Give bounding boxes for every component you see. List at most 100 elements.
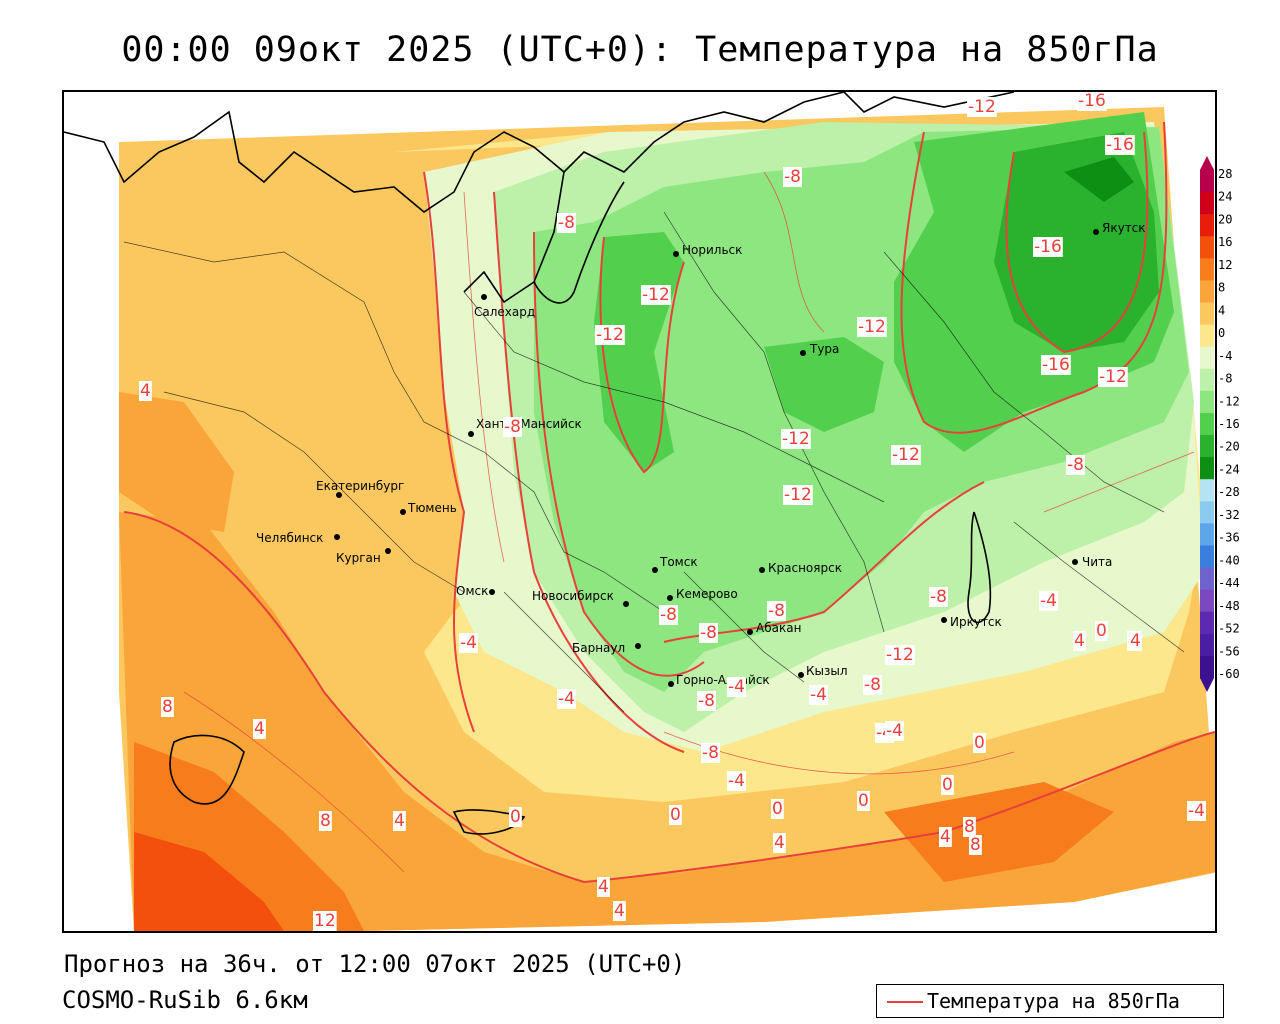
contour-label-bg	[597, 877, 610, 897]
colorbar-swatch	[1200, 192, 1214, 215]
contour-value-label: 4	[140, 381, 151, 401]
contour-label-bg	[1077, 92, 1107, 111]
contour-label-bg	[727, 677, 746, 697]
city-label-tomsk: Томск	[659, 555, 698, 569]
contour-value-label: -4	[810, 685, 827, 705]
contour-value-label: -8	[698, 691, 715, 711]
colorbar-swatch	[1200, 501, 1214, 524]
city-label-kurgan: Курган	[336, 551, 381, 565]
contour-value-label: -16	[1078, 92, 1106, 111]
contour-value-label: -16	[1034, 237, 1062, 257]
contour-value-label: 12	[314, 911, 336, 931]
contour-value-label: -4	[460, 633, 477, 653]
colorbar-swatch	[1200, 302, 1214, 326]
city-dot-yakutsk	[1093, 229, 1099, 235]
contour-value-label: -8	[784, 167, 801, 187]
contour-value-label: 0	[942, 775, 953, 795]
colorbar-swatch	[1200, 390, 1214, 414]
contour-label-bg	[891, 445, 921, 465]
contour-value-label: -8	[864, 675, 881, 695]
city-label-chelyabinsk: Челябинск	[256, 531, 323, 545]
contour-value-label: -12	[782, 429, 810, 449]
colorbar-swatch	[1200, 280, 1214, 304]
colorbar-label: 8	[1218, 281, 1225, 295]
city-label-omsk: Омск	[456, 584, 488, 598]
contour-value-label: -12	[858, 317, 886, 337]
contour-value-label: -8	[504, 417, 521, 437]
contour-label-bg	[1187, 801, 1206, 821]
contour-value-label: -4	[728, 677, 745, 697]
colorbar-label: -60	[1218, 667, 1240, 681]
contour-label-bg	[1105, 135, 1135, 155]
map-frame: Норильск Якутск Салехард Тура Ханты-Манс…	[62, 90, 1217, 933]
contour-label-bg	[557, 213, 576, 233]
contour-labels: -12 -16-16-8-8-12-12-16-12-16-12-8-12-12-…	[139, 92, 1206, 931]
contour-value-label: -8	[930, 587, 947, 607]
contour-value-label: -8	[700, 623, 717, 643]
colorbar-label: -40	[1218, 553, 1240, 567]
colorbar-bottom-arrow	[1200, 678, 1214, 692]
city-label-tura: Тура	[809, 342, 839, 356]
contour-label-bg	[727, 771, 746, 791]
contour-label-bg	[313, 911, 337, 931]
contour-label-bg	[773, 833, 786, 853]
coastlines	[64, 92, 1015, 835]
contour-label-bg	[697, 691, 716, 711]
city-dot-novosibirsk	[623, 601, 629, 607]
contour-label-bg	[783, 167, 802, 187]
contour-label-bg	[781, 429, 811, 449]
contour-value-label: 8	[320, 811, 331, 831]
contour-value-label: 4	[598, 877, 609, 897]
city-dot-salekhard	[481, 294, 487, 300]
city-dot-khanty	[468, 431, 474, 437]
contour-label-bg	[939, 827, 952, 847]
contour-label-bg	[1095, 621, 1108, 641]
forecast-info: Прогноз на 36ч. от 12:00 07окт 2025 (UTC…	[64, 950, 686, 978]
contour-value-label: 0	[510, 807, 521, 827]
colorbar-label: -32	[1218, 508, 1240, 522]
colorbar-label: 20	[1218, 212, 1232, 226]
city-label-tyumen: Тюмень	[407, 501, 457, 515]
contour-label-bg	[557, 689, 576, 709]
map-title: 00:00 09окт 2025 (UTC+0): Температура на…	[121, 30, 1159, 70]
contour-label-bg	[1098, 367, 1128, 387]
colorbar-swatch	[1200, 479, 1214, 502]
contour-label-bg	[1073, 631, 1086, 651]
city-dot-kemerovo	[667, 595, 673, 601]
city-label-gorno: Горно-Алтайск	[676, 673, 770, 687]
contour-label-bg	[139, 381, 152, 401]
contour-label-bg	[863, 675, 882, 695]
colorbar-swatch	[1200, 611, 1214, 635]
colorbar-label: 0	[1218, 326, 1225, 340]
colorbar-label: 24	[1218, 190, 1232, 204]
colorbar-swatch	[1200, 655, 1214, 679]
colorbar-label: -48	[1218, 599, 1240, 613]
temperature-colorbar: 28 24 20 16 12 8 4 0 -4 -8 -12 -16 -20 -24 -28 -32 -36 -4…	[1200, 156, 1240, 692]
contour-label-bg	[1041, 355, 1071, 375]
contour-value-label: 0	[670, 805, 681, 825]
contour-value-label: 0	[1096, 621, 1107, 641]
colorbar-label: -52	[1218, 622, 1240, 636]
contour-value-label: -8	[558, 213, 575, 233]
colorbar-label: -16	[1218, 417, 1240, 431]
city-dot-irkutsk	[941, 617, 947, 623]
city-dot-tyumen	[400, 509, 406, 515]
contour-value-label: 0	[974, 733, 985, 753]
contour-label-bg	[929, 587, 948, 607]
city-dot-tura	[800, 350, 806, 356]
contour-value-label: 0	[772, 799, 783, 819]
contour-label-bg	[659, 605, 678, 625]
map-legend: Температура на 850гПа	[876, 984, 1224, 1018]
colorbar-swatch	[1200, 324, 1214, 348]
contour-value-label: -16	[1042, 355, 1070, 375]
city-label-irkutsk: Иркутск	[950, 615, 1002, 629]
colorbar-label: -24	[1218, 462, 1240, 476]
city-dot-krasnoyarsk	[759, 567, 765, 573]
contour-label-bg	[509, 807, 522, 827]
city-dot-barnaul	[635, 643, 641, 649]
city-dot-ekb	[336, 492, 342, 498]
contour-label-bg	[669, 805, 682, 825]
city-dot-norilsk	[673, 251, 679, 257]
contour-value-label: 8	[162, 697, 173, 717]
temperature-field	[119, 107, 1215, 931]
